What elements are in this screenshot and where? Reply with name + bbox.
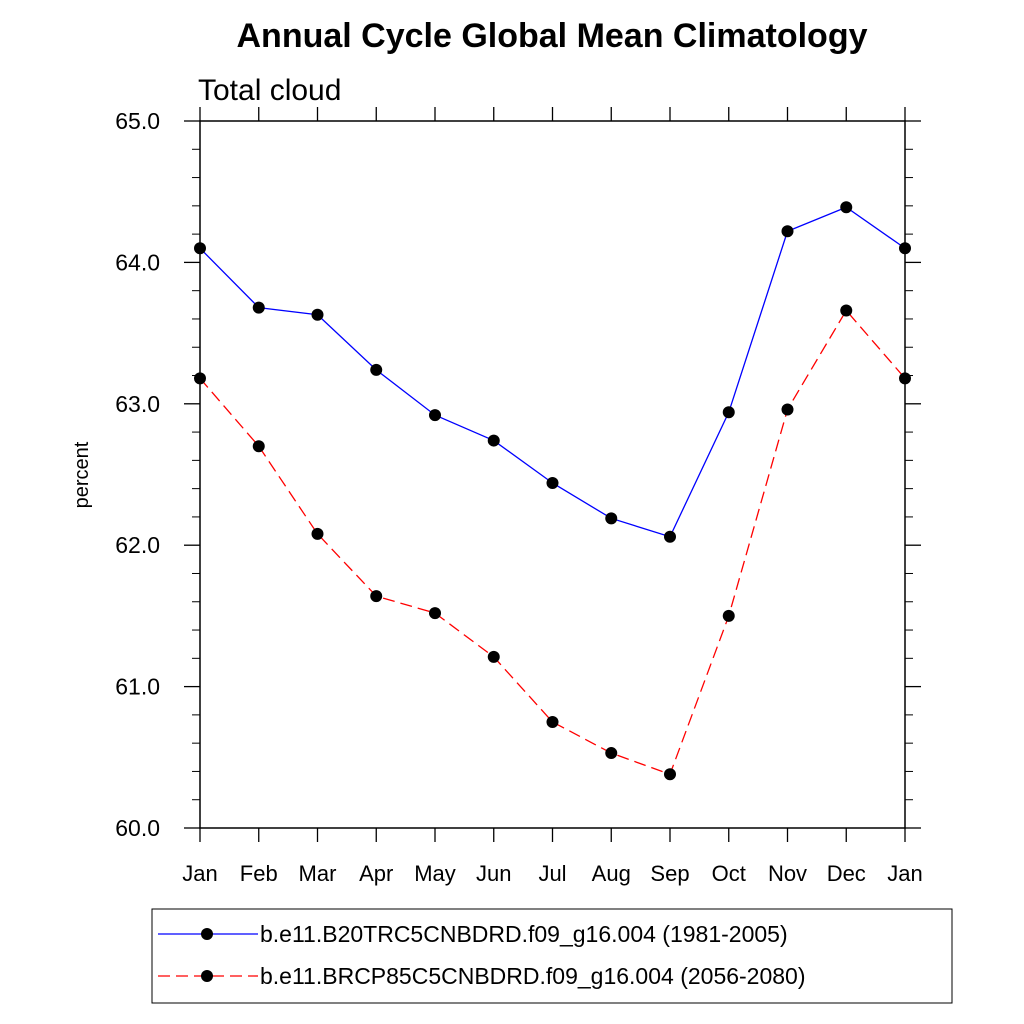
data-point (487, 434, 500, 447)
legend-marker (201, 970, 213, 982)
data-point (605, 747, 618, 760)
x-tick-label: May (414, 861, 456, 886)
data-point (722, 609, 735, 622)
series-line-1 (199, 309, 906, 776)
data-point (664, 768, 676, 781)
chart-title: Annual Cycle Global Mean Climatology (237, 17, 868, 55)
axis-ticks: 60.0 61.0 62.0 63.0 64.0 65.0 Jan Feb Mar Apr May J… (115, 107, 923, 886)
x-tick-label: Nov (768, 861, 807, 886)
data-point (840, 304, 853, 317)
data-point (664, 530, 676, 543)
data-point (429, 409, 441, 422)
data-point (311, 527, 324, 540)
data-point (429, 607, 441, 620)
legend-entry-1: b.e11.BRCP85C5CNBDRD.f09_g16.004 (2056-2… (260, 963, 806, 989)
chart-subtitle: Total cloud (198, 74, 341, 107)
x-tick-label: Apr (359, 861, 393, 886)
data-point (546, 715, 559, 728)
y-tick-label: 62.0 (115, 532, 160, 558)
legend-marker (201, 928, 213, 940)
x-tick-label: Jun (476, 861, 511, 886)
data-point (546, 476, 559, 489)
x-tick-label: Oct (712, 861, 746, 886)
y-tick-label: 63.0 (115, 391, 160, 417)
legend-entry-0: b.e11.B20TRC5CNBDRD.f09_g16.004 (1981-20… (260, 921, 788, 947)
x-tick-label: Mar (299, 861, 337, 886)
data-point (252, 301, 265, 314)
x-tick-label: Aug (592, 861, 631, 886)
data-point (487, 650, 500, 663)
data-point (252, 440, 265, 453)
y-axis-label: percent (71, 441, 93, 508)
data-point (899, 372, 911, 385)
y-tick-label: 64.0 (115, 249, 160, 275)
data-point (899, 242, 911, 255)
data-point (311, 308, 324, 321)
x-tick-label: Sep (650, 861, 689, 886)
x-tick-label: Feb (240, 861, 278, 886)
data-point (722, 406, 735, 419)
data-point (370, 590, 383, 603)
data-point (194, 372, 206, 385)
data-point (605, 512, 618, 525)
x-tick-label: Dec (827, 861, 866, 886)
series-layer (194, 201, 911, 781)
data-point (370, 363, 383, 376)
legend-box (151, 908, 953, 1004)
data-point (781, 403, 794, 416)
x-tick-label: Jul (538, 861, 566, 886)
x-tick-label: Jan (182, 861, 217, 886)
data-point (781, 225, 794, 238)
data-point (840, 201, 853, 214)
y-tick-label: 61.0 (115, 674, 160, 700)
x-tick-label: Jan (887, 861, 922, 886)
data-point (194, 242, 206, 255)
y-tick-label: 65.0 (115, 108, 160, 134)
legend: b.e11.B20TRC5CNBDRD.f09_g16.004 (1981-20… (151, 908, 953, 1004)
y-tick-label: 60.0 (115, 815, 160, 841)
